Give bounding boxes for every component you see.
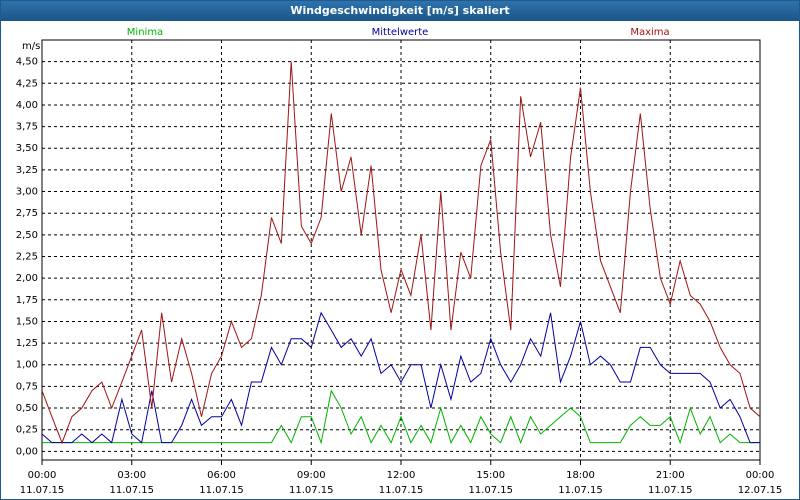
y-tick-label: 1,75 [16, 295, 38, 306]
y-tick-label: 3,25 [16, 165, 38, 176]
y-tick-label: 0,50 [16, 403, 38, 414]
y-tick-label: 1,25 [16, 338, 38, 349]
series-line [41, 61, 761, 445]
y-tick-label: 2,00 [16, 273, 38, 284]
x-tick-date: 11.07.15 [558, 485, 603, 496]
legend-entry: Mittelwerte [372, 27, 429, 38]
x-tick-label: 21:00 [656, 470, 685, 481]
y-tick-label: 3,50 [16, 143, 38, 154]
x-tick-date: 11.07.15 [289, 485, 334, 496]
legend-entry: Maxima [630, 27, 669, 38]
y-tick-label: 2,75 [16, 208, 38, 219]
x-tick-date: 11.07.15 [648, 485, 693, 496]
x-tick-date: 11.07.15 [468, 485, 513, 496]
y-tick-label: 2,50 [16, 230, 38, 241]
x-tick-date: 11.07.15 [20, 485, 65, 496]
y-tick-label: 0,25 [16, 425, 38, 436]
y-tick-label: 4,50 [16, 57, 38, 68]
x-tick-label: 15:00 [476, 470, 505, 481]
x-tick-label: 00:00 [28, 470, 57, 481]
y-tick-label: 4,25 [16, 78, 38, 89]
y-tick-label: 1,50 [16, 316, 38, 327]
title-bar: Windgeschwindigkeit [m/s] skaliert [1, 1, 799, 21]
legend-entry: Minima [127, 27, 163, 38]
x-tick-label: 12:00 [387, 470, 416, 481]
y-tick-label: 0,00 [16, 446, 38, 457]
y-tick-label: 4,00 [16, 100, 38, 111]
y-tick-label: 0,75 [16, 381, 38, 392]
x-tick-date: 11.07.15 [379, 485, 424, 496]
x-tick-date: 12.07.15 [738, 485, 783, 496]
series-line [41, 311, 760, 444]
x-tick-label: 06:00 [207, 470, 236, 481]
y-tick-label: 3,00 [16, 187, 38, 198]
x-tick-date: 11.07.15 [199, 485, 244, 496]
x-tick-date: 11.07.15 [109, 485, 154, 496]
y-axis-label: m/s [22, 41, 40, 52]
y-tick-label: 2,25 [16, 251, 38, 262]
x-tick-label: 09:00 [297, 470, 326, 481]
x-tick-label: 18:00 [566, 470, 595, 481]
x-tick-label: 03:00 [117, 470, 146, 481]
x-tick-label: 00:00 [746, 470, 775, 481]
y-tick-label: 1,00 [16, 360, 38, 371]
y-tick-label: 3,75 [16, 122, 38, 133]
